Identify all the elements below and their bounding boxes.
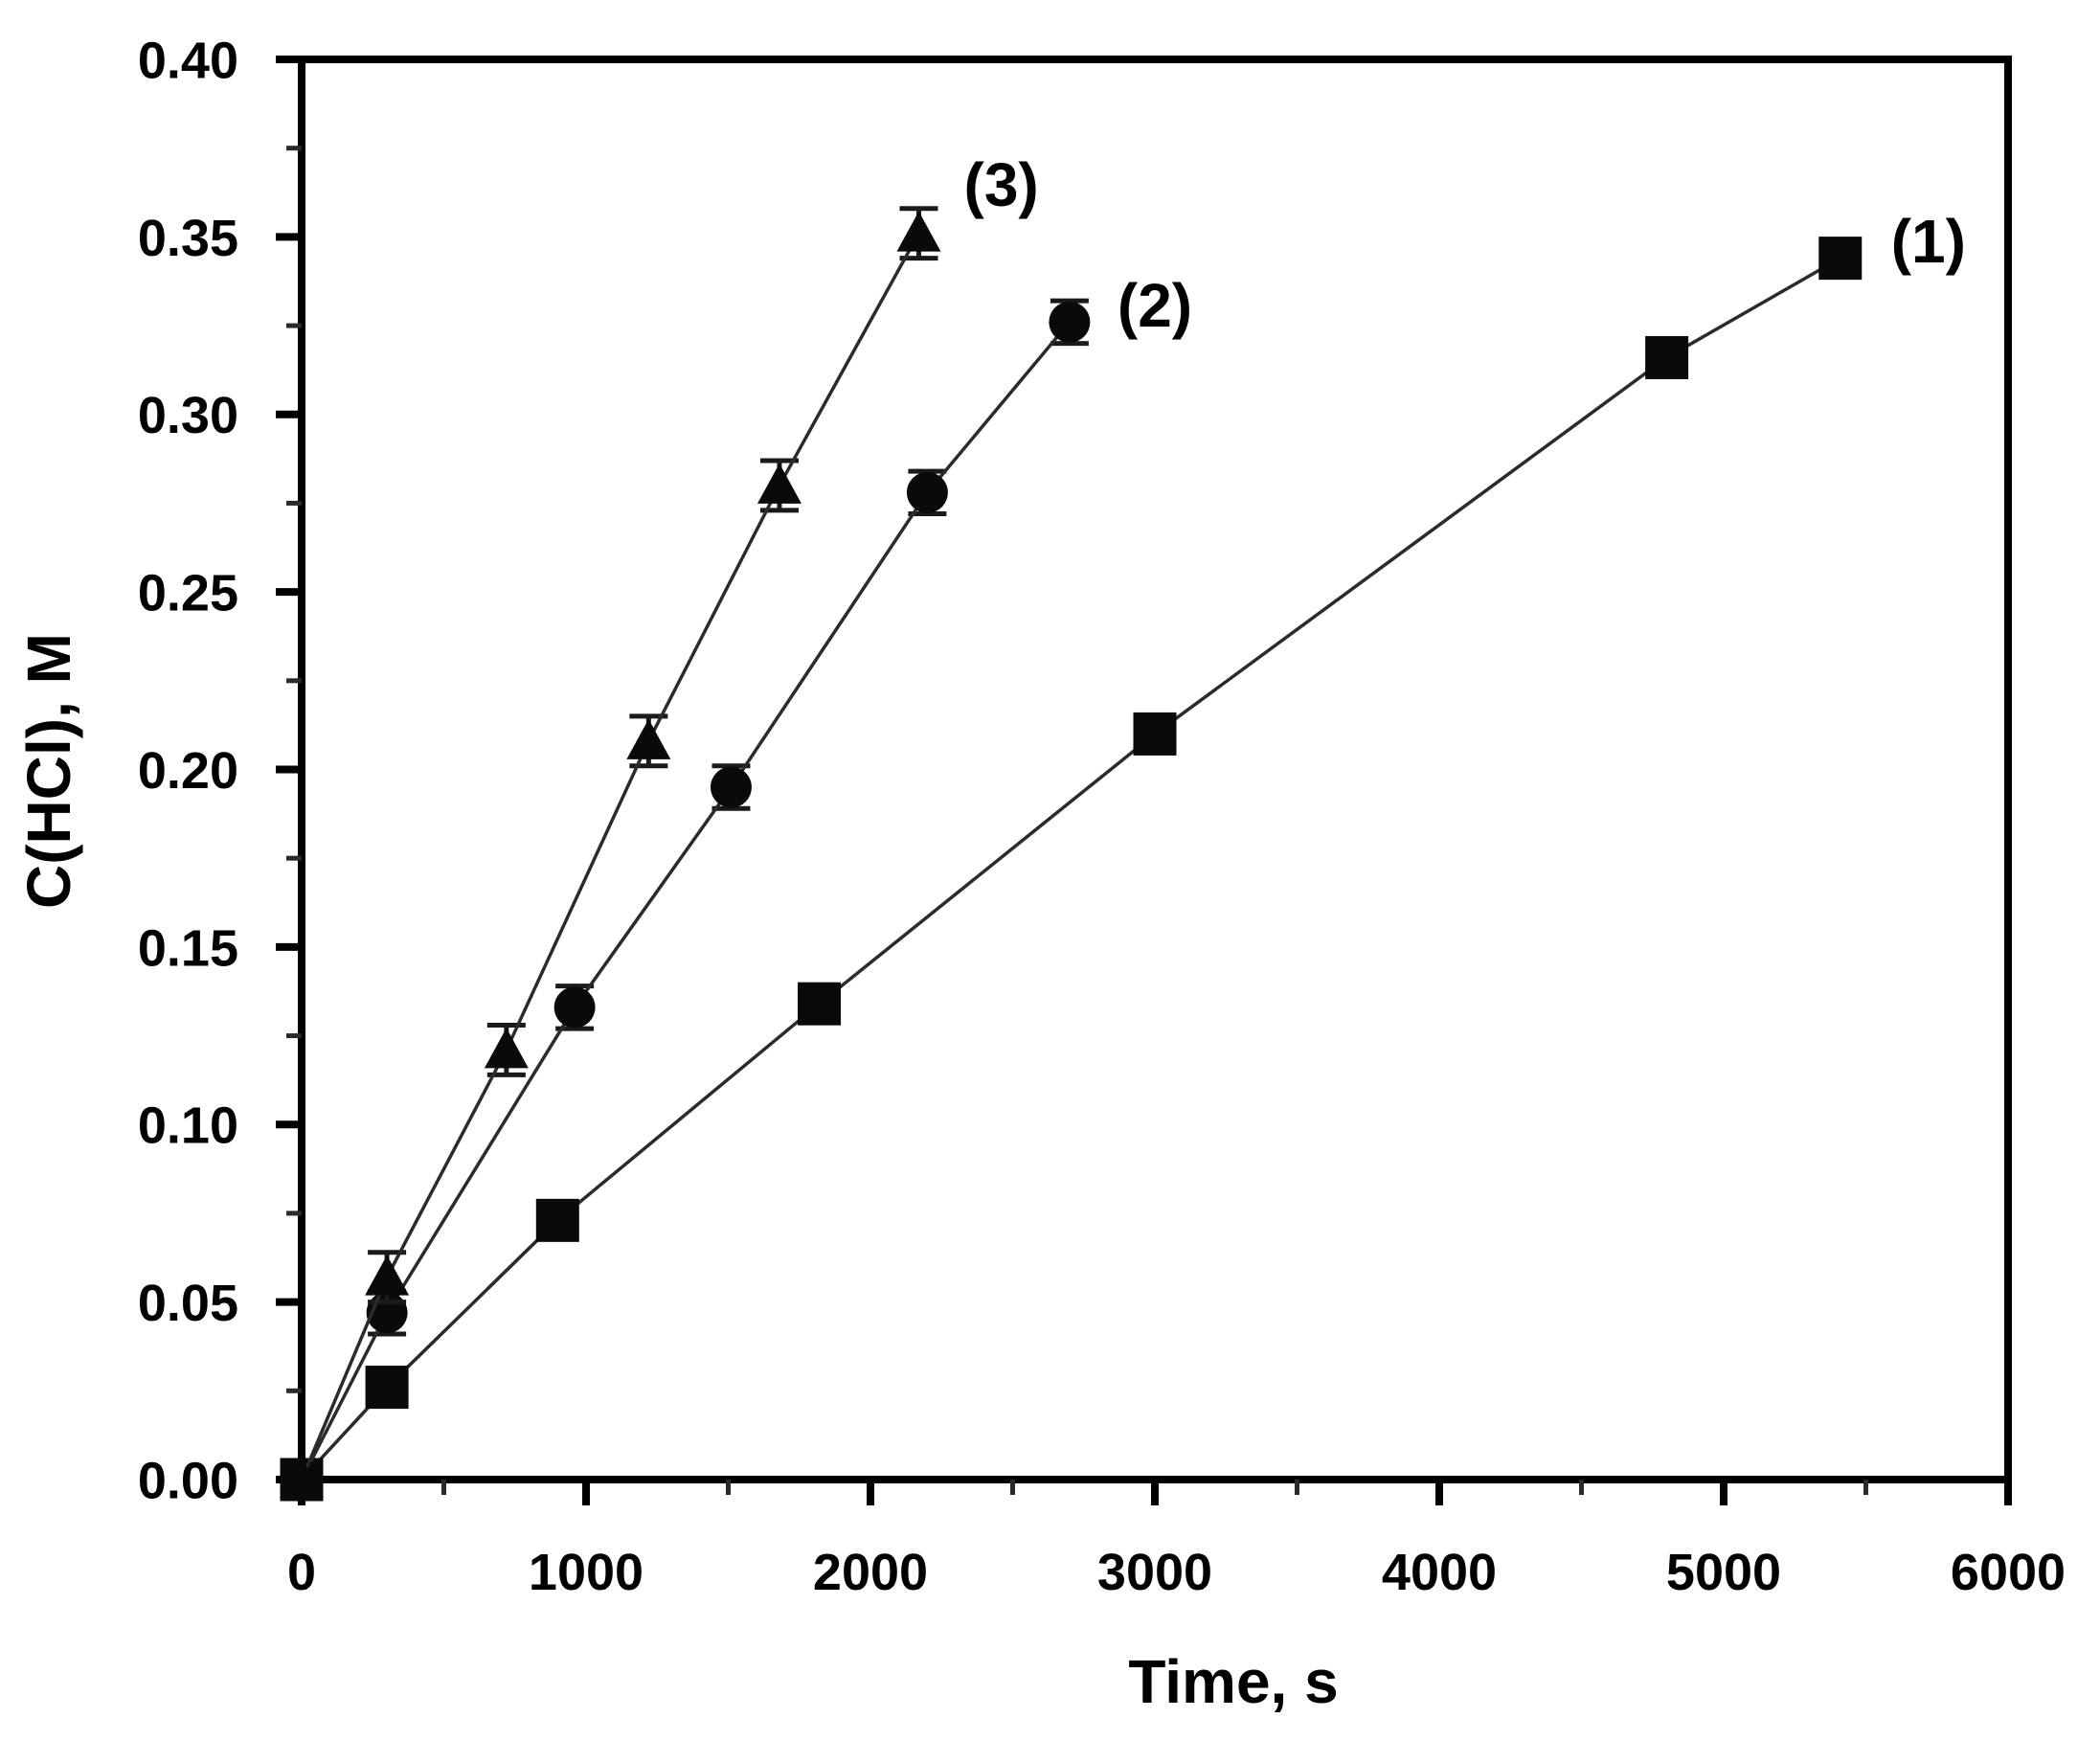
data-point-triangle <box>756 463 802 504</box>
data-point-circle <box>710 766 752 808</box>
data-point-triangle <box>626 718 671 759</box>
data-point-triangle <box>365 1255 410 1296</box>
data-point-circle <box>1049 301 1091 343</box>
y-axis-tick-label: 0.10 <box>138 1097 238 1155</box>
y-axis-tick-label: 0.05 <box>138 1275 238 1332</box>
x-axis-tick-label: 2000 <box>813 1544 928 1601</box>
y-axis-tick-label: 0.00 <box>138 1452 238 1509</box>
data-point-square <box>1818 237 1863 281</box>
data-point-square <box>535 1198 579 1242</box>
series-line-3 <box>300 232 921 1481</box>
y-axis-tick-label: 0.20 <box>138 742 238 800</box>
data-point-square <box>798 982 842 1026</box>
x-axis-tick-label: 0 <box>287 1544 316 1601</box>
y-axis-tick-label: 0.35 <box>138 210 238 267</box>
series-annotation-2: (2) <box>1118 271 1192 340</box>
x-axis-tick-label: 6000 <box>1951 1544 2066 1601</box>
y-axis-tick-label: 0.15 <box>138 919 238 977</box>
x-axis-title: Time, s <box>1128 1647 1338 1716</box>
y-axis-tick-label: 0.30 <box>138 387 238 444</box>
data-point-circle <box>906 471 948 513</box>
x-axis-tick-label: 4000 <box>1382 1544 1497 1601</box>
series-annotation-3: (3) <box>964 150 1039 219</box>
series-line-2 <box>300 321 1072 1481</box>
y-axis-tick-label: 0.40 <box>138 32 238 89</box>
data-point-triangle <box>280 1458 324 1498</box>
x-axis-tick-label: 1000 <box>529 1544 644 1601</box>
data-point-square <box>1133 712 1177 756</box>
data-point-circle <box>553 986 596 1029</box>
series-annotation-1: (1) <box>1891 207 1966 276</box>
data-point-square <box>1645 335 1689 379</box>
x-axis-tick-label: 3000 <box>1097 1544 1212 1601</box>
y-axis-tick-label: 0.25 <box>138 565 238 622</box>
data-point-triangle <box>484 1028 529 1069</box>
x-axis-tick-label: 5000 <box>1666 1544 1781 1601</box>
data-point-triangle <box>896 211 941 252</box>
y-axis-title: C(HCl), M <box>14 633 83 909</box>
data-point-square <box>365 1366 409 1410</box>
